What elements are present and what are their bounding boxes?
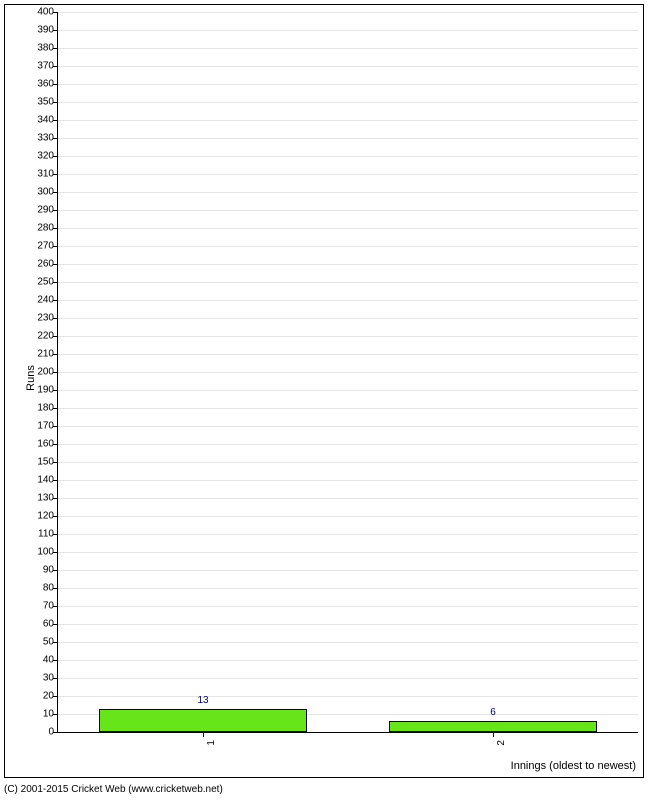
y-tick-label: 40 [43, 655, 54, 666]
grid-line [58, 444, 638, 445]
y-tick-label: 380 [37, 43, 54, 54]
y-tick-label: 50 [43, 637, 54, 648]
grid-line [58, 174, 638, 175]
y-tick-label: 310 [37, 169, 54, 180]
grid-line [58, 372, 638, 373]
y-tick-label: 0 [48, 727, 54, 738]
grid-line [58, 642, 638, 643]
y-tick-label: 240 [37, 295, 54, 306]
x-axis-line [58, 732, 638, 733]
y-tick-label: 100 [37, 547, 54, 558]
grid-line [58, 570, 638, 571]
bar-value-label: 6 [490, 707, 496, 718]
y-tick-label: 250 [37, 277, 54, 288]
x-axis-label: Innings (oldest to newest) [511, 760, 636, 772]
x-tick-label: 2 [496, 740, 507, 746]
y-tick-label: 260 [37, 259, 54, 270]
y-tick-label: 170 [37, 421, 54, 432]
y-tick-label: 390 [37, 25, 54, 36]
y-tick-label: 10 [43, 709, 54, 720]
y-tick-label: 350 [37, 97, 54, 108]
y-tick-label: 20 [43, 691, 54, 702]
grid-line [58, 462, 638, 463]
grid-line [58, 120, 638, 121]
y-tick-label: 340 [37, 115, 54, 126]
y-tick-label: 150 [37, 457, 54, 468]
y-tick-label: 290 [37, 205, 54, 216]
grid-line [58, 678, 638, 679]
y-tick-label: 190 [37, 385, 54, 396]
grid-line [58, 66, 638, 67]
y-tick-label: 70 [43, 601, 54, 612]
grid-line [58, 534, 638, 535]
grid-line [58, 156, 638, 157]
y-tick-label: 160 [37, 439, 54, 450]
grid-line [58, 588, 638, 589]
y-tick-label: 320 [37, 151, 54, 162]
y-axis-label: Runs [25, 365, 37, 391]
y-tick-label: 120 [37, 511, 54, 522]
y-tick-label: 180 [37, 403, 54, 414]
x-tick-mark [203, 732, 204, 737]
grid-line [58, 552, 638, 553]
y-tick-label: 270 [37, 241, 54, 252]
grid-line [58, 246, 638, 247]
y-tick-label: 400 [37, 7, 54, 18]
y-tick-label: 230 [37, 313, 54, 324]
y-tick-label: 200 [37, 367, 54, 378]
grid-line [58, 660, 638, 661]
plot-area: 13 6 [58, 12, 638, 732]
y-tick-label: 60 [43, 619, 54, 630]
grid-line [58, 138, 638, 139]
x-tick-mark [493, 732, 494, 737]
y-tick-label: 220 [37, 331, 54, 342]
grid-line [58, 12, 638, 13]
grid-line [58, 192, 638, 193]
grid-line [58, 498, 638, 499]
grid-line [58, 318, 638, 319]
grid-line [58, 336, 638, 337]
grid-line [58, 390, 638, 391]
grid-line [58, 210, 638, 211]
grid-line [58, 480, 638, 481]
y-tick-label: 90 [43, 565, 54, 576]
bar [389, 721, 598, 732]
grid-line [58, 300, 638, 301]
grid-line [58, 696, 638, 697]
y-tick-label: 300 [37, 187, 54, 198]
y-tick-label: 110 [38, 529, 54, 540]
x-tick-label: 1 [206, 740, 217, 746]
y-tick-label: 330 [37, 133, 54, 144]
bar [99, 709, 308, 732]
grid-line [58, 606, 638, 607]
grid-line [58, 426, 638, 427]
grid-line [58, 102, 638, 103]
copyright-text: (C) 2001-2015 Cricket Web (www.cricketwe… [4, 784, 223, 795]
grid-line [58, 354, 638, 355]
y-tick-label: 370 [37, 61, 54, 72]
y-tick-label: 130 [37, 493, 54, 504]
y-tick-label: 140 [37, 475, 54, 486]
grid-line [58, 48, 638, 49]
grid-line [58, 264, 638, 265]
chart-container: 13 6 Runs Innings (oldest to newest) (C) … [0, 0, 650, 800]
grid-line [58, 282, 638, 283]
y-tick-label: 360 [37, 79, 54, 90]
grid-line [58, 30, 638, 31]
grid-line [58, 228, 638, 229]
grid-line [58, 84, 638, 85]
grid-line [58, 408, 638, 409]
y-tick-label: 210 [37, 349, 54, 360]
y-tick-label: 30 [43, 673, 54, 684]
y-tick-label: 280 [37, 223, 54, 234]
grid-line [58, 624, 638, 625]
y-tick-label: 80 [43, 583, 54, 594]
grid-line [58, 516, 638, 517]
bar-value-label: 13 [197, 695, 208, 706]
